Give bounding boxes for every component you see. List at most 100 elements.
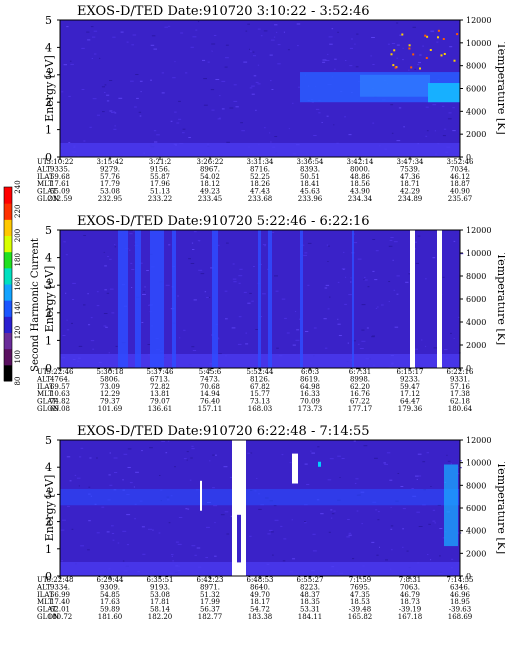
panel2-row-value-ilat: 73.09 [100,383,120,391]
colorbar-segment [4,219,12,236]
panel1-texture [195,29,198,31]
panel3-texture [330,509,333,511]
panel2-texture [107,256,109,257]
panel2-texture [274,275,278,277]
panel2-texture [394,326,399,328]
panel2-vertical-streak [352,230,354,368]
panel1-texture [426,130,429,132]
panel1-texture [257,83,261,85]
panel1-enhanced-band [360,74,430,97]
panel3-texture [122,479,124,481]
panel2-texture [272,231,275,233]
panel3-texture [450,463,452,465]
panel3-texture [348,532,352,534]
panel3-row-value-ut: 6:42:23 [197,576,224,584]
panel3-row-label-alt: ALT [36,583,51,591]
panel3-texture [353,440,356,442]
panel1-texture [170,120,173,122]
panel1-row-value-glat: 45.63 [300,188,320,196]
panel1-texture [92,36,96,38]
panel3-texture [66,456,71,458]
panel3-texture [175,541,179,543]
panel1-hot-pixel [394,66,397,69]
panel2-row-value-glon: 173.73 [298,405,323,413]
panel1-y-tick-label: 1 [45,124,52,137]
panel3-texture [209,460,211,462]
panel2-row-value-ut: 6:7:31 [349,368,372,376]
panel3-row-value-ilat: 51.32 [200,591,220,599]
panel1-texture [288,128,290,130]
panel2-texture [337,318,339,320]
panel1-texture [233,100,238,102]
panel1-texture [344,116,346,118]
panel1-texture [253,55,256,57]
panel3-texture [330,517,333,519]
panel1-y-tick-label: 5 [45,14,52,27]
panel3-texture [129,482,133,484]
panel1-y-axis-label: Energy [eV] [43,55,56,122]
panel3-texture [354,483,357,484]
panel1-row-value-ilat: 46.12 [450,173,470,181]
panel2-row-value-ut: 5:45:6 [199,368,222,376]
panel1-texture [136,97,139,99]
panel1-texture [226,141,230,143]
panel1-texture [396,140,401,142]
panel1-texture [269,132,271,134]
panel2-texture [72,282,76,284]
panel3-texture [79,456,82,458]
panel3-texture [304,521,306,523]
panel1-texture [408,69,410,71]
panel3-row-value-glon: 182.77 [198,613,223,621]
panel1-row-value-ut: 3:47:34 [397,158,425,166]
panel1-texture [106,100,110,102]
panel3-row-value-glat: 59.89 [100,606,120,614]
panel2-texture [292,344,296,346]
panel2-texture [183,329,186,331]
panel1-y2-tick-label: 4000 [466,107,486,116]
panel1-texture [150,44,155,46]
panel1-texture [257,64,260,66]
panel2-row-value-glon: 179.36 [398,405,423,413]
panel2-texture [328,245,330,247]
panel2-texture [245,343,249,345]
panel1-texture [334,68,336,70]
panel1-texture [140,91,142,93]
panel3-texture [191,445,194,447]
panel3-y2-tick-label: 8000 [466,481,486,490]
panel1-row-value-glon: 233.45 [198,195,223,203]
panel1-texture [313,135,317,136]
panel2-texture [226,242,229,244]
panel1-texture [315,108,320,110]
panel1-texture [414,68,417,70]
panel2-texture [71,322,73,324]
panel3-texture [402,546,404,548]
panel2-texture [90,340,95,342]
panel2-texture [108,352,110,354]
panel1-hot-pixel [425,57,428,59]
panel3-texture [352,558,355,560]
panel1-texture [349,65,353,67]
panel3-texture [187,508,190,510]
panel1-row-value-ilat: 57.76 [100,173,121,181]
panel1-texture [270,39,275,41]
panel1-hot-pixel [437,29,440,32]
colorbar-segment [4,251,12,269]
panel1-texture [419,54,422,56]
panel1-texture [180,32,184,34]
panel3-texture [402,508,406,510]
panel2-texture [103,325,107,327]
panel3-texture [331,513,335,515]
panel2-row-label-ilat: ILAT [37,383,54,391]
panel2-texture [105,326,108,328]
panel3-texture [447,460,451,462]
panel3-texture [214,555,217,557]
panel1-row-value-alt: 8393. [300,165,320,173]
panel2-texture [165,284,170,286]
colorbar-segment [4,267,12,285]
panel2-texture [188,258,191,260]
panel2-texture [208,296,211,298]
panel2-texture [432,257,436,259]
panel1-texture [253,75,257,77]
panel1-texture [126,41,129,43]
panel3-y2-tick-label: 10000 [466,459,491,468]
